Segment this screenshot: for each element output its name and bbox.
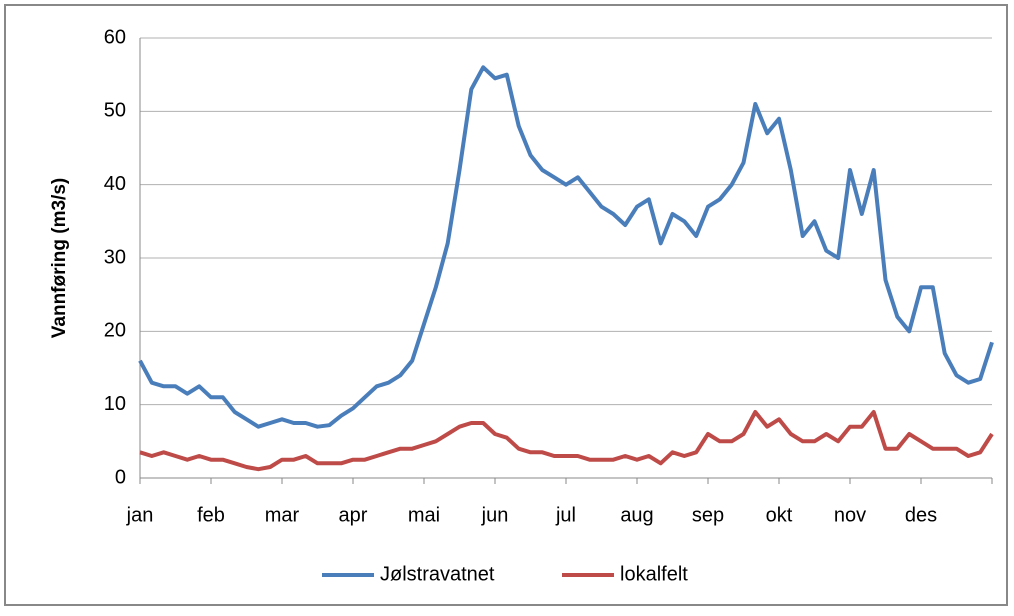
- x-tick-label: apr: [339, 504, 368, 526]
- x-tick-label: nov: [834, 504, 866, 526]
- x-tick-label: mar: [265, 504, 300, 526]
- y-tick-label: 30: [104, 246, 126, 268]
- data-line: [138, 65, 994, 429]
- legend-label: Jølstravatnet: [380, 563, 495, 585]
- y-axis-label: Vannføring (m3/s): [49, 178, 70, 338]
- y-tick-label: 20: [104, 320, 126, 342]
- x-tick-label: feb: [197, 504, 225, 526]
- x-tick-label: sep: [692, 504, 724, 526]
- y-tick-label: 0: [115, 466, 126, 488]
- y-tick-label: 60: [104, 26, 126, 48]
- y-tick-label: 50: [104, 100, 126, 122]
- x-tick-label: jun: [481, 504, 509, 526]
- chart-frame: [4, 4, 1008, 606]
- y-tick-label: 40: [104, 173, 126, 195]
- x-tick-label: des: [905, 504, 937, 526]
- x-tick-label: okt: [766, 504, 793, 526]
- x-tick-label: mai: [408, 504, 440, 526]
- data-line: [139, 410, 994, 472]
- x-tick-label: jan: [126, 504, 154, 526]
- x-tick-label: aug: [620, 504, 653, 526]
- legend-label: lokalfelt: [620, 563, 688, 585]
- x-tick-label: jul: [555, 504, 576, 526]
- y-tick-label: 10: [104, 393, 126, 415]
